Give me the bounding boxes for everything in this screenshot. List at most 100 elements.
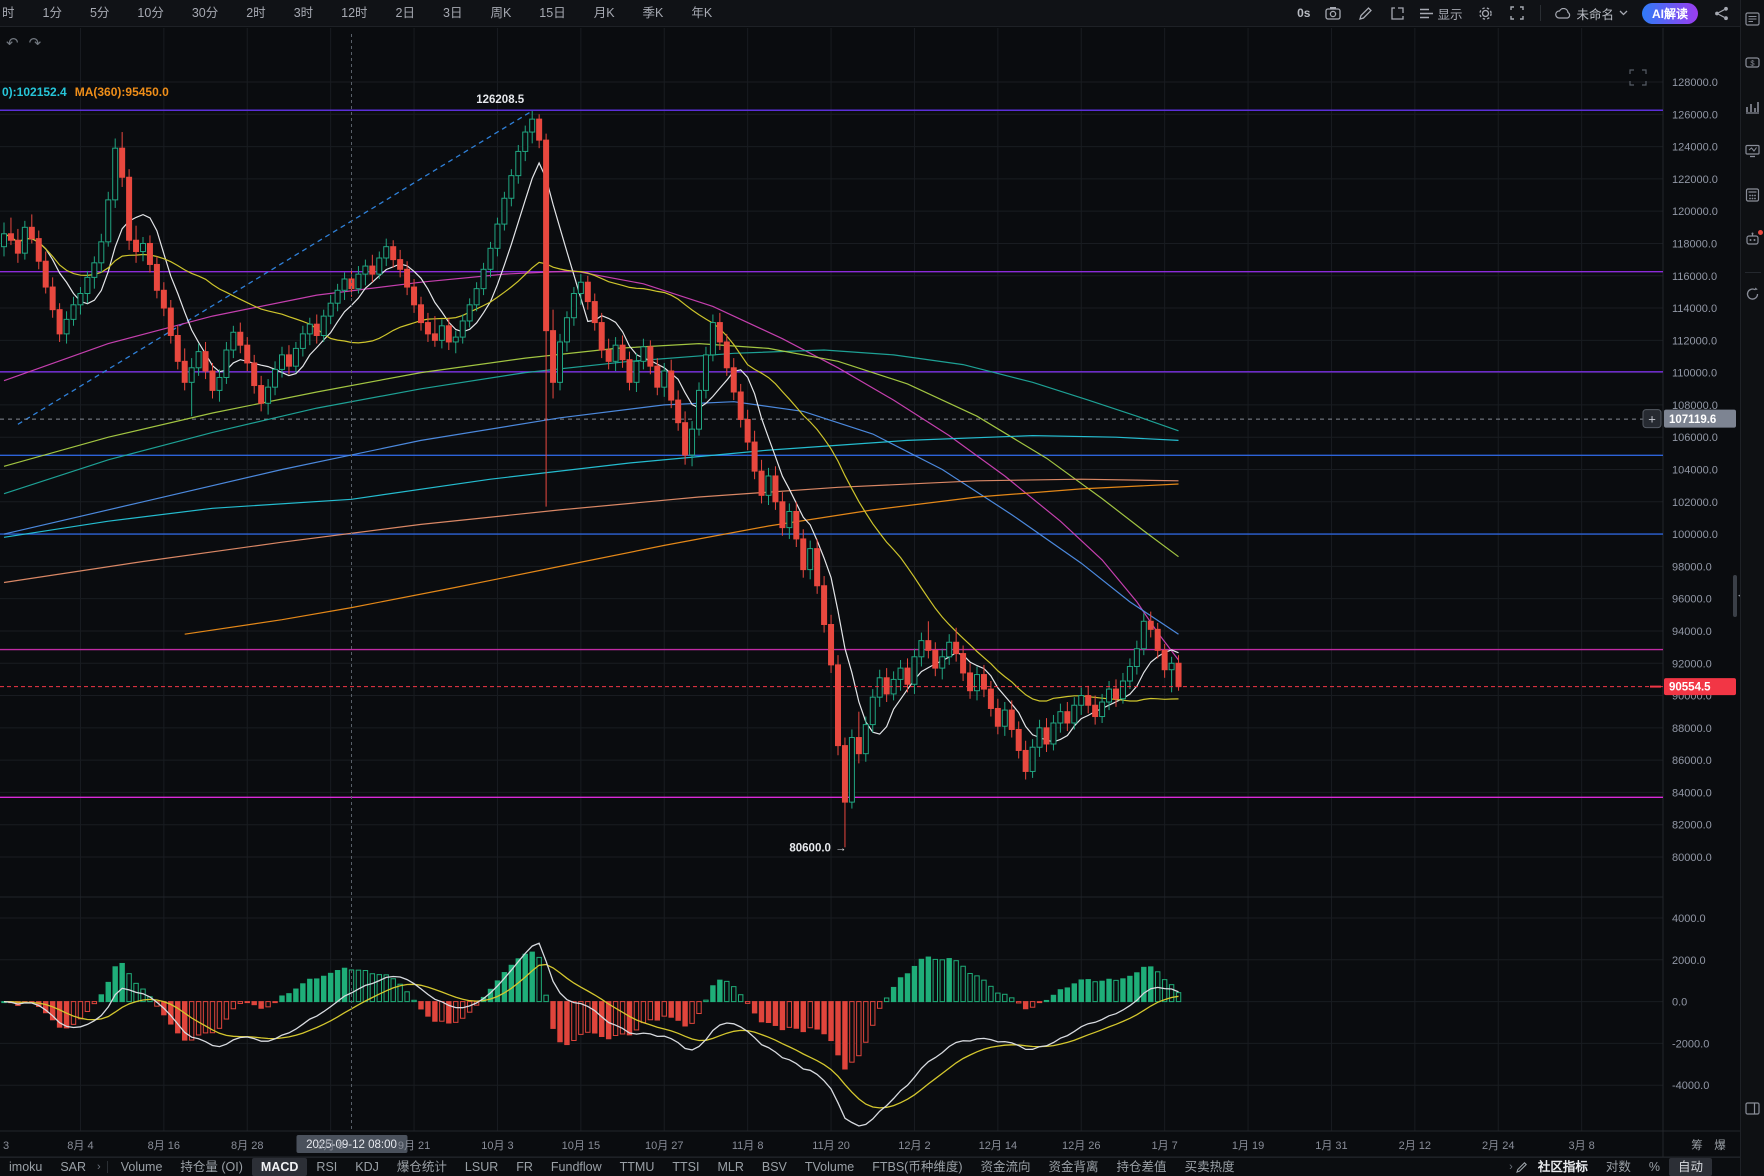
svg-text:106000.0: 106000.0: [1672, 432, 1718, 444]
annotation-layer: 126208.5 80600.0 → 0):102152.4 MA(360):95450…: [2, 85, 846, 854]
tab-SAR[interactable]: SAR: [60, 1160, 87, 1174]
timeframe-2日[interactable]: 2日: [395, 6, 415, 20]
timeframe-1分[interactable]: 1分: [42, 6, 62, 20]
tab-买卖热度[interactable]: 买卖热度: [1184, 1160, 1235, 1174]
candlestick-layer: [1, 110, 1182, 848]
svg-text:110000.0: 110000.0: [1672, 368, 1717, 380]
timeframe-3日[interactable]: 3日: [443, 6, 463, 20]
svg-text:128000.0: 128000.0: [1672, 77, 1718, 89]
svg-text:0.0: 0.0: [1672, 997, 1687, 1009]
settings-gear-icon[interactable]: [1476, 4, 1494, 22]
ma-line-MA45: [3, 401, 1179, 635]
monitor-icon[interactable]: [1744, 144, 1761, 160]
alert-chip: +107119.6: [1642, 409, 1736, 429]
redo-icon[interactable]: ↷: [28, 35, 42, 52]
tab-TTMU[interactable]: TTMU: [619, 1160, 655, 1174]
tab-Fundflow[interactable]: Fundflow: [550, 1160, 602, 1174]
svg-text:8月 28: 8月 28: [231, 1140, 263, 1152]
chevron-right-icon[interactable]: ›: [97, 1161, 101, 1173]
tab-社区指标[interactable]: 社区指标: [1537, 1160, 1588, 1174]
draw-pencil-icon[interactable]: [1356, 4, 1374, 22]
svg-text:126208.5: 126208.5: [476, 94, 525, 106]
display-toggle[interactable]: 显示: [1420, 4, 1462, 23]
crosshair-date-chip: [296, 1135, 408, 1153]
frame-select-icon[interactable]: [1388, 4, 1406, 22]
svg-text:2月 12: 2月 12: [1399, 1140, 1431, 1152]
svg-text:114000.0: 114000.0: [1672, 303, 1717, 315]
add-alert-button[interactable]: [1642, 409, 1662, 429]
layout-name-menu[interactable]: 未命名: [1555, 4, 1628, 23]
timeframe-15日[interactable]: 15日: [539, 6, 566, 20]
svg-text:8月 16: 8月 16: [148, 1140, 180, 1152]
timeframe-3时[interactable]: 3时: [293, 6, 314, 20]
svg-text:4000.0: 4000.0: [1672, 913, 1706, 925]
ai-analysis-button[interactable]: AI解读: [1641, 2, 1698, 24]
camera-icon[interactable]: [1324, 4, 1342, 22]
right-sidebar: $: [1740, 0, 1764, 1176]
tab-持仓量 (OI)[interactable]: 持仓量 (OI): [180, 1160, 243, 1174]
fullscreen-icon[interactable]: [1508, 4, 1526, 22]
ma-line-MA7: [3, 161, 1179, 743]
tab-TTSI[interactable]: TTSI: [672, 1160, 700, 1174]
cloud-icon: [1555, 7, 1571, 19]
svg-text:12月 14: 12月 14: [979, 1140, 1018, 1152]
svg-text:8月 4: 8月 4: [67, 1140, 93, 1152]
panel-toggle-icon[interactable]: [1744, 1102, 1761, 1118]
wallet-icon[interactable]: $: [1744, 56, 1761, 72]
tab-MLR[interactable]: MLR: [717, 1160, 744, 1174]
tab-对数[interactable]: 对数: [1605, 1160, 1631, 1174]
svg-text:118000.0: 118000.0: [1672, 238, 1717, 250]
tab-持仓差值[interactable]: 持仓差值: [1116, 1160, 1167, 1174]
chevron-right-icon[interactable]: ›: [1509, 1161, 1513, 1173]
timeframe-周K[interactable]: 周K: [490, 6, 512, 20]
sidebar-divider: [1744, 272, 1761, 273]
top-toolbar: 时 1分 5分 10分 30分 2时 3时 12时 2日 3日 周K 15日 月K 季K 年K 0s 显示: [0, 0, 1740, 27]
svg-text:90554.5: 90554.5: [1669, 682, 1711, 694]
svg-text:12月 26: 12月 26: [1062, 1140, 1101, 1152]
timeframe-季K[interactable]: 季K: [642, 6, 664, 20]
svg-text:10月 3: 10月 3: [481, 1140, 513, 1152]
timeframe-10分[interactable]: 10分: [137, 6, 164, 20]
tab-FR[interactable]: FR: [516, 1160, 533, 1174]
current-price-chip: 90554.5: [1650, 678, 1736, 696]
tab-资金背离[interactable]: 资金背离: [1048, 1160, 1099, 1174]
tab-KDJ[interactable]: KDJ: [355, 1160, 379, 1174]
timeframe-时[interactable]: 时: [2, 6, 15, 20]
svg-text:筹: 筹: [1691, 1138, 1703, 1152]
tab-爆仓统计[interactable]: 爆仓统计: [396, 1160, 447, 1174]
crosshair-layer: 2025-09-12 08:00: [296, 34, 408, 1153]
tab-LSUR[interactable]: LSUR: [464, 1160, 499, 1174]
timeframe-12时[interactable]: 12时: [341, 6, 368, 20]
axis-scrollbar-thumb[interactable]: [1733, 575, 1737, 617]
ma-line-MA250: [3, 434, 1179, 538]
tab-%[interactable]: %: [1648, 1160, 1660, 1174]
edit-indicator-icon[interactable]: [1515, 1160, 1529, 1174]
ai-bot-icon[interactable]: [1745, 230, 1763, 248]
timeframe-2时[interactable]: 2时: [246, 6, 266, 20]
tab-RSI[interactable]: RSI: [316, 1160, 338, 1174]
svg-text:1月 19: 1月 19: [1232, 1140, 1264, 1152]
timeframe-月K[interactable]: 月K: [593, 6, 615, 20]
tab-BSV[interactable]: BSV: [761, 1160, 787, 1174]
market-chart-icon[interactable]: [1745, 100, 1761, 116]
tab-TVolume[interactable]: TVolume: [804, 1160, 855, 1174]
undo-icon[interactable]: ↶: [6, 35, 19, 52]
news-icon[interactable]: [1744, 12, 1761, 28]
tab-Volume[interactable]: Volume: [120, 1160, 163, 1174]
calculator-icon[interactable]: [1745, 188, 1761, 204]
tab-imoku[interactable]: imoku: [9, 1160, 43, 1174]
svg-text:122000.0: 122000.0: [1672, 174, 1718, 186]
tab-资金流向[interactable]: 资金流向: [980, 1160, 1031, 1174]
timeframe-30分[interactable]: 30分: [191, 6, 219, 20]
svg-text:-4000.0: -4000.0: [1672, 1080, 1709, 1092]
timeframe-5分[interactable]: 5分: [89, 6, 110, 20]
refresh-icon[interactable]: [1745, 287, 1761, 303]
timeframe-年K[interactable]: 年K: [691, 6, 713, 20]
tab-MACD[interactable]: MACD: [251, 1158, 308, 1176]
tab-FTBS(币种维度)[interactable]: FTBS(币种维度): [872, 1160, 963, 1174]
share-icon[interactable]: [1712, 4, 1730, 22]
svg-text:88000.0: 88000.0: [1672, 723, 1712, 735]
svg-text:94000.0: 94000.0: [1672, 626, 1712, 638]
tab-自动[interactable]: 自动: [1668, 1158, 1712, 1176]
